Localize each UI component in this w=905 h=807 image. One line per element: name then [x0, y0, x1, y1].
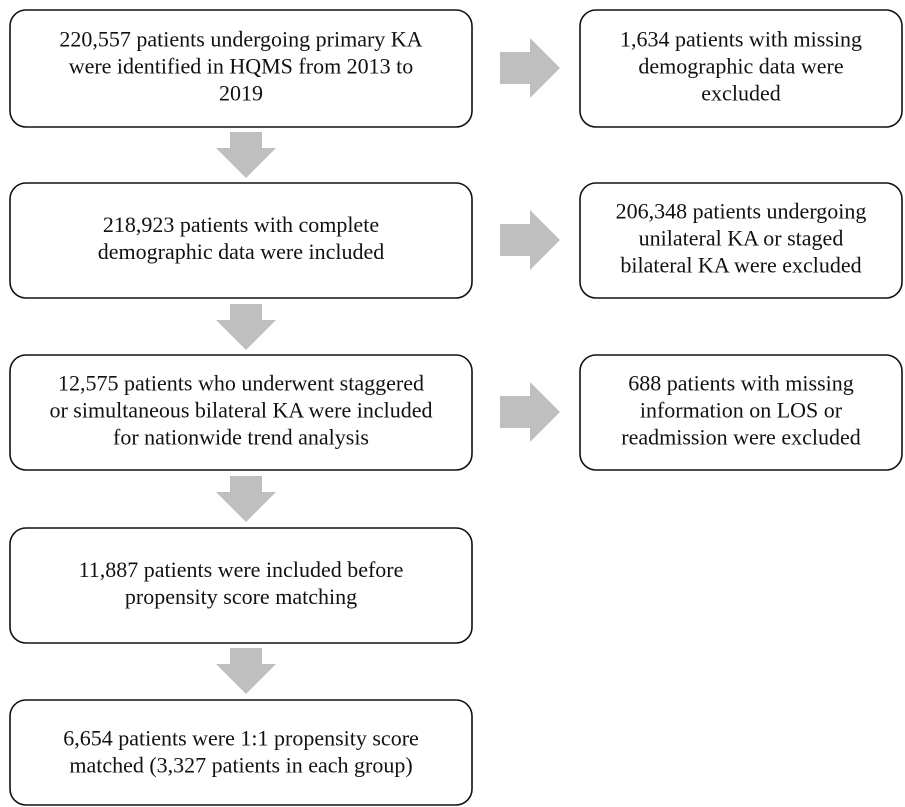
box-text: excluded [701, 81, 780, 106]
box-text: 2019 [219, 81, 263, 106]
box-text: 11,887 patients were included before [79, 557, 404, 582]
box-text: were identified in HQMS from 2013 to [69, 54, 414, 79]
box-text: 220,557 patients undergoing primary KA [59, 27, 422, 52]
box-text: demographic data were included [98, 239, 384, 264]
box-text: 6,654 patients were 1:1 propensity score [63, 726, 419, 751]
box-text: 206,348 patients undergoing [616, 199, 867, 224]
right-arrow [500, 210, 560, 270]
step-box [9, 182, 473, 299]
step-box [9, 9, 473, 128]
down-arrow [216, 132, 276, 178]
box-text: unilateral KA or staged [639, 226, 844, 251]
box-text: propensity score matching [125, 584, 357, 609]
right-arrow [500, 38, 560, 98]
step-box [9, 699, 473, 806]
down-arrow [216, 648, 276, 694]
box-text: 218,923 patients with complete [103, 212, 379, 237]
exclusion-box [579, 9, 903, 128]
step-box [9, 527, 473, 644]
step-box [9, 354, 473, 471]
down-arrow [216, 304, 276, 350]
exclusion-box [579, 354, 903, 471]
box-text: demographic data were [638, 54, 843, 79]
box-text: 688 patients with missing [628, 371, 854, 396]
box-text: information on LOS or [640, 398, 843, 423]
right-arrow [500, 382, 560, 442]
down-arrow [216, 476, 276, 522]
exclusion-box [579, 182, 903, 299]
box-text: or simultaneous bilateral KA were includ… [49, 398, 432, 423]
box-text: bilateral KA were excluded [620, 253, 861, 278]
box-text: 12,575 patients who underwent staggered [58, 371, 424, 396]
box-text: for nationwide trend analysis [113, 425, 369, 450]
box-text: matched (3,327 patients in each group) [69, 753, 412, 778]
box-text: readmission were excluded [621, 425, 860, 450]
box-text: 1,634 patients with missing [620, 27, 862, 52]
